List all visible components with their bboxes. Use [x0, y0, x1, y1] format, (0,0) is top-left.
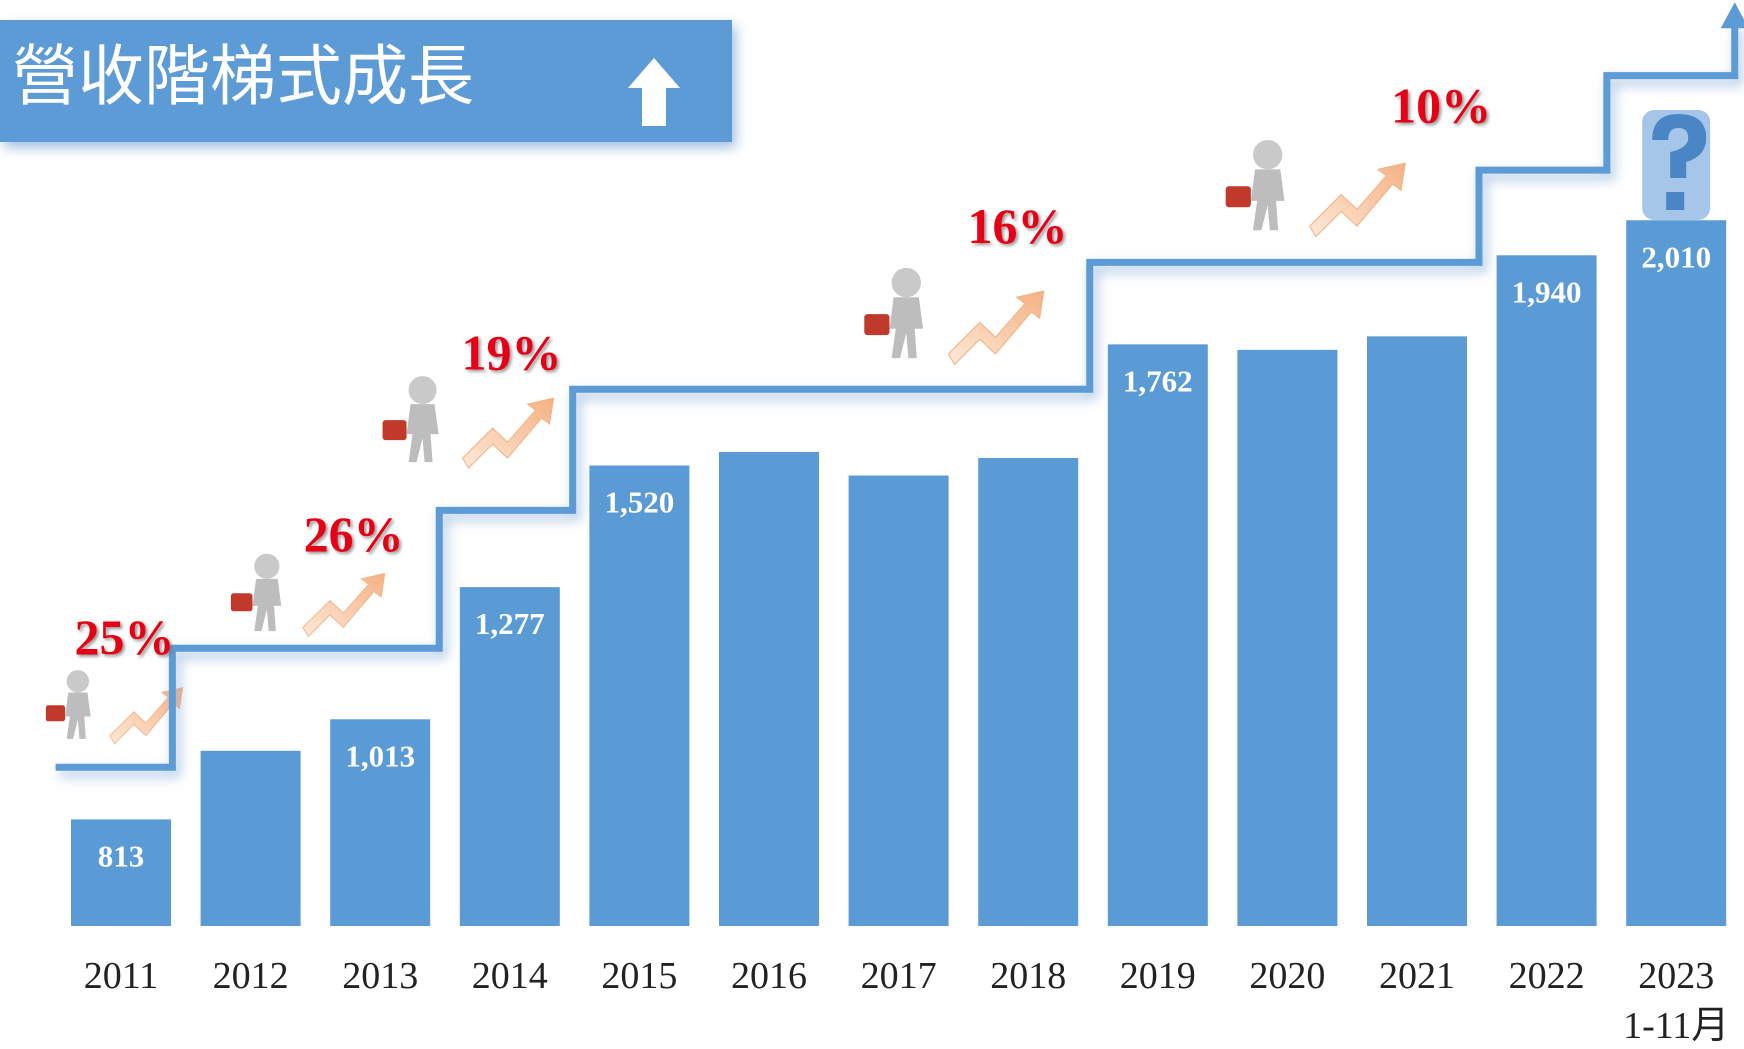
climber-case [383, 420, 407, 440]
x-tick-label: 2013 [342, 955, 418, 997]
climber-icon [864, 268, 1044, 365]
x-tick-label: 2014 [472, 955, 548, 997]
value-label: 1,520 [605, 485, 675, 520]
chart-title: 營收階梯式成長 [12, 41, 474, 114]
climber-icon [231, 554, 385, 637]
bar [719, 452, 819, 926]
value-label: 813 [98, 838, 145, 873]
growth-annotation: 19% [462, 325, 562, 381]
growth-annotation: 10% [1391, 78, 1491, 134]
growth-arrow [303, 573, 385, 636]
growth-annotation: 16% [967, 198, 1067, 254]
climber-body [65, 692, 91, 738]
growth-arrow [463, 398, 554, 468]
value-label: 2,010 [1641, 239, 1711, 274]
climber-head [1253, 140, 1282, 169]
x-tick-label: 2015 [601, 955, 677, 997]
bar [1108, 344, 1208, 926]
climber-case [231, 593, 253, 611]
bar [1497, 255, 1597, 926]
x-tick-label: 2012 [213, 955, 289, 997]
x-tick-label: 2022 [1509, 955, 1585, 997]
growth-annotation: 26% [304, 506, 404, 562]
x-tick-label: 2018 [990, 955, 1066, 997]
value-label: 1,277 [475, 606, 545, 641]
growth-arrow [948, 291, 1044, 365]
climber-head [254, 554, 279, 579]
climber-body [1251, 169, 1285, 230]
growth-annotation: 25% [75, 609, 175, 665]
bar [201, 751, 301, 926]
value-label: 1,762 [1123, 363, 1193, 398]
climber-case [864, 314, 889, 335]
climber-icon [383, 376, 554, 468]
climber-head [67, 670, 89, 692]
bar [1367, 336, 1467, 926]
climber-body [889, 297, 923, 358]
value-label: 1,940 [1512, 274, 1582, 309]
climber-head [409, 376, 437, 404]
bar [849, 476, 949, 926]
climber-icon [46, 670, 183, 744]
x-tick-label: 2016 [731, 955, 807, 997]
x-tick-label: 2017 [861, 955, 937, 997]
climber-body [252, 579, 281, 631]
value-label: 1,013 [345, 738, 415, 773]
bar [1626, 220, 1726, 926]
climber-body [407, 404, 439, 462]
growth-arrow [1310, 163, 1406, 237]
x-tick-label: 2011 [84, 955, 159, 997]
climber-case [1226, 186, 1251, 207]
x-tick-label: 2020 [1249, 955, 1325, 997]
bar [978, 458, 1078, 926]
climber-case [46, 705, 65, 721]
x-tick-label: 2021 [1379, 955, 1455, 997]
climber-icon [1226, 140, 1406, 237]
chart: 營收階梯式成長 813 2011 2012 1,013 2013 1,277 2014 1,5… [0, 0, 1744, 1049]
climber-head [892, 268, 921, 297]
x-tick-label: 2019 [1120, 955, 1196, 997]
bar [1237, 350, 1337, 926]
bar [589, 466, 689, 926]
